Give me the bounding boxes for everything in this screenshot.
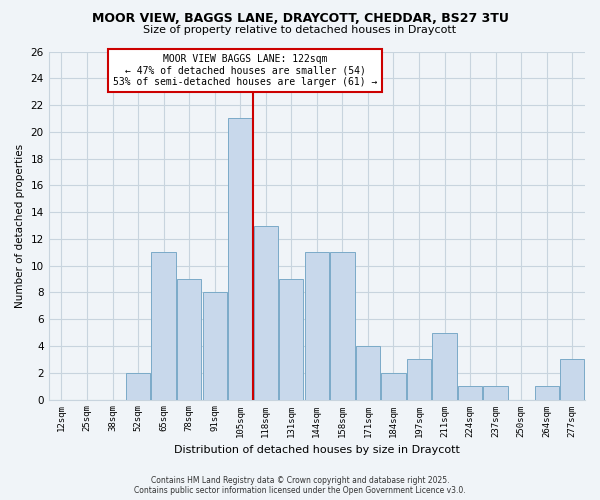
Y-axis label: Number of detached properties: Number of detached properties xyxy=(15,144,25,308)
X-axis label: Distribution of detached houses by size in Draycott: Distribution of detached houses by size … xyxy=(174,445,460,455)
Bar xyxy=(151,252,176,400)
Bar xyxy=(535,386,559,400)
Bar xyxy=(484,386,508,400)
Text: MOOR VIEW, BAGGS LANE, DRAYCOTT, CHEDDAR, BS27 3TU: MOOR VIEW, BAGGS LANE, DRAYCOTT, CHEDDAR… xyxy=(92,12,508,26)
Bar xyxy=(126,373,150,400)
Bar xyxy=(382,373,406,400)
Bar xyxy=(407,360,431,400)
Text: Contains HM Land Registry data © Crown copyright and database right 2025.
Contai: Contains HM Land Registry data © Crown c… xyxy=(134,476,466,495)
Bar xyxy=(177,279,201,400)
Text: Size of property relative to detached houses in Draycott: Size of property relative to detached ho… xyxy=(143,25,457,35)
Bar xyxy=(305,252,329,400)
Bar xyxy=(254,226,278,400)
Text: MOOR VIEW BAGGS LANE: 122sqm
← 47% of detached houses are smaller (54)
53% of se: MOOR VIEW BAGGS LANE: 122sqm ← 47% of de… xyxy=(113,54,377,88)
Bar xyxy=(560,360,584,400)
Bar xyxy=(203,292,227,400)
Bar xyxy=(356,346,380,400)
Bar xyxy=(458,386,482,400)
Bar xyxy=(433,332,457,400)
Bar xyxy=(279,279,304,400)
Bar xyxy=(228,118,253,400)
Bar xyxy=(330,252,355,400)
